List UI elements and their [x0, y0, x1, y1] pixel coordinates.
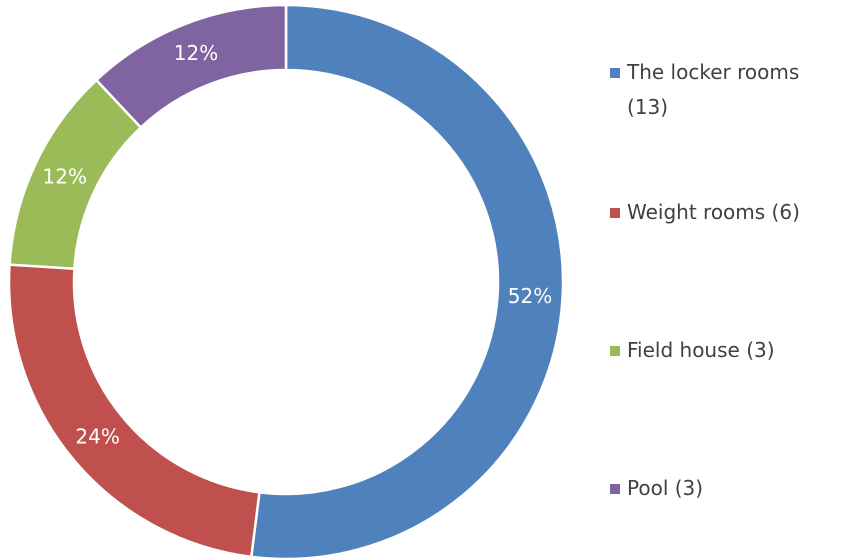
legend-label: Pool (3)	[627, 476, 704, 500]
legend-item: Field house (3)	[610, 333, 842, 368]
donut-plot: 52% 24% 12% 12%	[7, 3, 565, 559]
donut-slice	[7, 263, 261, 559]
data-label: 12%	[174, 41, 218, 65]
data-label: 24%	[75, 424, 119, 448]
legend-label: The locker rooms (13)	[627, 60, 800, 119]
legend-item: The locker rooms (13)	[610, 55, 842, 125]
donut-slice	[249, 3, 565, 559]
data-label: 52%	[508, 284, 552, 308]
legend-label: Field house (3)	[627, 338, 775, 362]
legend-swatch	[610, 346, 620, 356]
legend-label: Weight rooms (6)	[627, 200, 800, 224]
legend-swatch	[610, 68, 620, 78]
legend-item: Pool (3)	[610, 471, 842, 506]
legend-swatch	[610, 208, 620, 218]
data-label: 12%	[43, 164, 87, 188]
legend-item: Weight rooms (6)	[610, 195, 842, 230]
donut-slice	[94, 3, 288, 130]
legend-swatch	[610, 484, 620, 494]
